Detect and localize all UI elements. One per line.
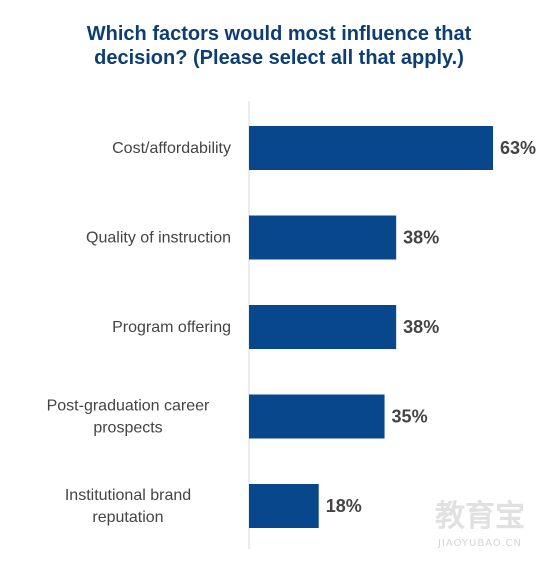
chart-title-line-2: decision? (Please select all that apply.… bbox=[94, 47, 464, 69]
chart-title: Which factors would most influence that … bbox=[20, 22, 538, 70]
bar-value-label: 38% bbox=[403, 228, 439, 248]
bar bbox=[249, 126, 493, 170]
bar-value-label: 18% bbox=[326, 496, 362, 516]
bar bbox=[249, 394, 385, 439]
category-label: Post-graduation career bbox=[47, 398, 210, 415]
bar bbox=[249, 305, 397, 349]
category-label: Institutional brand bbox=[65, 487, 191, 504]
bar bbox=[249, 484, 319, 528]
category-label: Program offering bbox=[112, 319, 231, 336]
watermark-url-text: JIAOYUBAO.CN bbox=[437, 538, 522, 549]
category-label: Cost/affordability bbox=[112, 140, 231, 157]
bar-value-label: 35% bbox=[392, 407, 428, 427]
chart-title-line-1: Which factors would most influence that bbox=[86, 23, 472, 45]
category-label: Quality of instruction bbox=[86, 230, 231, 247]
bar bbox=[249, 215, 397, 260]
watermark-logo-text: 教育宝 bbox=[435, 499, 525, 534]
category-label: reputation bbox=[92, 509, 163, 526]
bar-value-label: 63% bbox=[500, 138, 536, 158]
bar-value-label: 38% bbox=[403, 317, 439, 337]
category-label: prospects bbox=[93, 420, 162, 437]
